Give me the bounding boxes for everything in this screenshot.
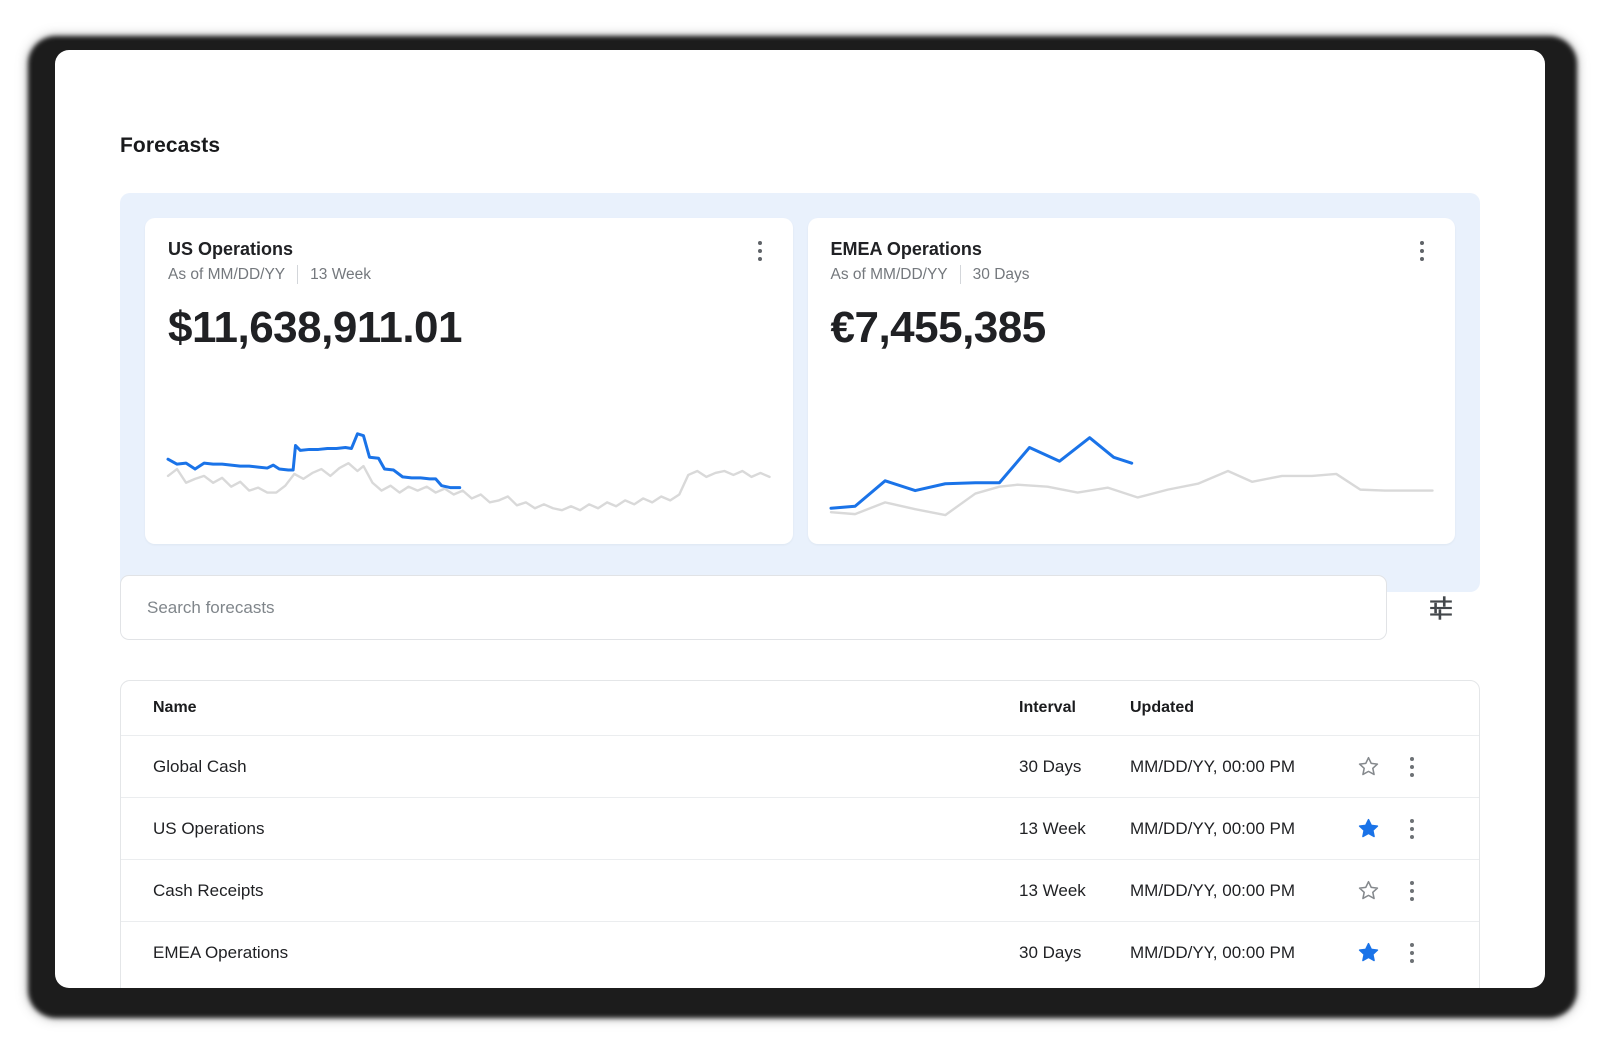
row-updated-cell: MM/DD/YY, 00:00 PM <box>1130 756 1296 776</box>
card-subtitle: As of MM/DD/YY 30 Days <box>831 265 1433 284</box>
forecast-card-emea-operations[interactable]: EMEA Operations As of MM/DD/YY 30 Days €… <box>807 218 1455 544</box>
star-outline-icon <box>1358 880 1378 900</box>
row-menu-button[interactable] <box>1397 814 1427 844</box>
row-interval-cell: 13 Week <box>1019 818 1086 838</box>
kebab-vertical-icon <box>1410 756 1414 777</box>
star-toggle-button[interactable] <box>1353 814 1383 844</box>
kebab-vertical-icon <box>1410 942 1414 963</box>
search-row <box>120 575 1480 640</box>
card-subtitle: As of MM/DD/YY 13 Week <box>168 265 770 284</box>
row-menu-button[interactable] <box>1397 876 1427 906</box>
card-interval-label: 30 Days <box>972 265 1030 283</box>
kebab-vertical-icon <box>757 241 762 261</box>
star-toggle-button[interactable] <box>1353 938 1383 968</box>
table-body: Global Cash 30 Days MM/DD/YY, 00:00 PM U… <box>121 735 1479 983</box>
row-name-cell: Cash Receipts <box>153 880 264 900</box>
subtitle-divider <box>297 265 299 284</box>
column-header-interval: Interval <box>1019 699 1076 716</box>
star-toggle-button[interactable] <box>1353 876 1383 906</box>
card-interval-label: 13 Week <box>310 265 372 283</box>
card-menu-button[interactable] <box>1409 238 1435 264</box>
kebab-vertical-icon <box>1410 818 1414 839</box>
row-name-cell: Global Cash <box>153 756 247 776</box>
star-filled-icon <box>1358 942 1378 962</box>
row-interval-cell: 30 Days <box>1019 756 1082 776</box>
card-amount: $11,638,911.01 <box>168 303 462 352</box>
card-menu-button[interactable] <box>747 238 773 264</box>
star-toggle-button[interactable] <box>1353 752 1383 782</box>
kebab-vertical-icon <box>1420 241 1424 261</box>
star-outline-icon <box>1358 756 1378 776</box>
card-title: US Operations <box>168 239 294 259</box>
table-header-row: Name Interval Updated <box>121 681 1479 735</box>
row-interval-cell: 13 Week <box>1019 880 1086 900</box>
forecasts-table: Name Interval Updated Global Cash 30 Day… <box>120 680 1480 988</box>
table-row[interactable]: US Operations 13 Week MM/DD/YY, 00:00 PM <box>121 797 1479 859</box>
filter-sliders-icon <box>1430 595 1452 620</box>
forecast-card-us-operations[interactable]: US Operations As of MM/DD/YY 13 Week $11… <box>145 218 793 544</box>
search-input[interactable] <box>120 575 1387 640</box>
page-title: Forecasts <box>120 134 221 157</box>
table-row[interactable]: Cash Receipts 13 Week MM/DD/YY, 00:00 PM <box>121 859 1479 921</box>
card-as-of-label: As of MM/DD/YY <box>168 265 286 283</box>
row-updated-cell: MM/DD/YY, 00:00 PM <box>1130 818 1296 838</box>
table-row[interactable]: EMEA Operations 30 Days MM/DD/YY, 00:00 … <box>121 921 1479 983</box>
row-updated-cell: MM/DD/YY, 00:00 PM <box>1130 942 1296 962</box>
forecasts-page: Forecasts US Operations As of MM/DD/YY 1… <box>55 50 1545 988</box>
card-amount: €7,455,385 <box>830 303 1047 352</box>
row-menu-button[interactable] <box>1397 752 1427 782</box>
sparkline-chart <box>831 422 1433 520</box>
column-header-name: Name <box>153 699 197 716</box>
sparkline-chart <box>168 422 770 520</box>
subtitle-divider <box>959 265 961 284</box>
card-as-of-label: As of MM/DD/YY <box>830 265 948 283</box>
filter-button[interactable] <box>1419 586 1463 630</box>
summary-panel: US Operations As of MM/DD/YY 13 Week $11… <box>120 193 1480 592</box>
row-menu-button[interactable] <box>1397 938 1427 968</box>
card-title: EMEA Operations <box>830 239 982 259</box>
row-name-cell: EMEA Operations <box>153 942 289 962</box>
column-header-updated: Updated <box>1130 699 1194 716</box>
table-row[interactable]: Global Cash 30 Days MM/DD/YY, 00:00 PM <box>121 735 1479 797</box>
kebab-vertical-icon <box>1410 880 1414 901</box>
row-interval-cell: 30 Days <box>1019 942 1082 962</box>
row-updated-cell: MM/DD/YY, 00:00 PM <box>1130 880 1296 900</box>
row-name-cell: US Operations <box>153 818 265 838</box>
star-filled-icon <box>1358 818 1378 838</box>
